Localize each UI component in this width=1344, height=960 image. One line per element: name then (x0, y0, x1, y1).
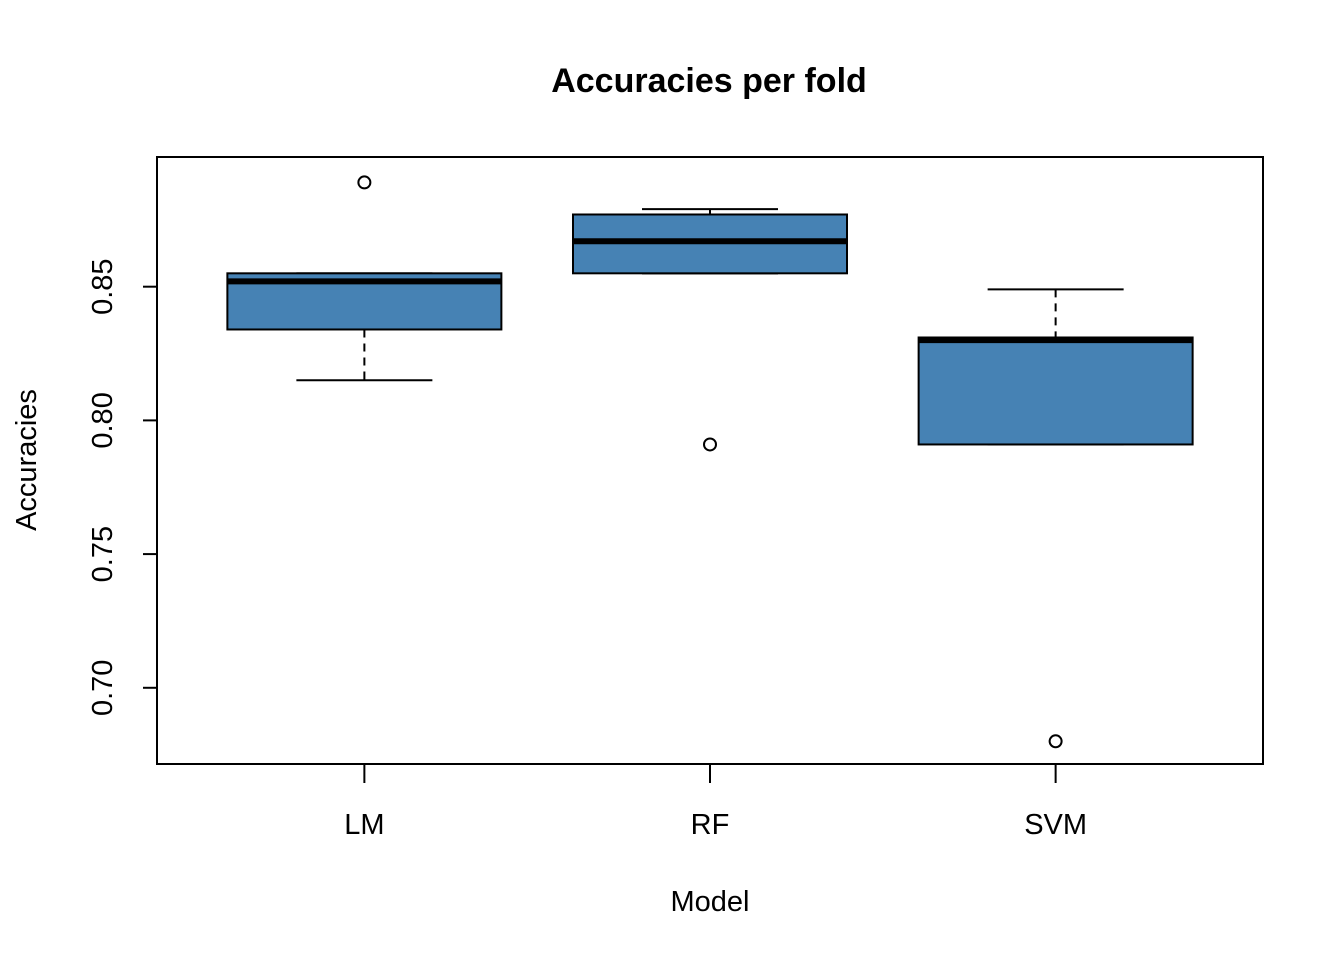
y-axis: 0.70 0.75 0.80 0.85 (87, 258, 157, 716)
x-tick-label: LM (344, 809, 384, 841)
box-svm (917, 288, 1194, 749)
boxes-group (226, 175, 1194, 749)
y-axis-label: Accuracies (11, 389, 43, 531)
box-lm (226, 175, 503, 382)
x-axis: LM RF SVM (344, 764, 1087, 841)
x-axis-label: Model (671, 886, 750, 918)
x-tick-label: RF (691, 809, 730, 841)
iqr-box (917, 336, 1194, 446)
y-tick-label: 0.75 (87, 526, 119, 582)
outlier-point (703, 437, 717, 452)
y-tick-label: 0.80 (87, 392, 119, 448)
outlier-point (1048, 734, 1063, 749)
outlier-point (357, 175, 372, 190)
y-tick-label: 0.85 (87, 258, 119, 314)
box-rf (572, 208, 848, 452)
x-tick-label: SVM (1024, 809, 1087, 841)
chart-title: Accuracies per fold (551, 62, 867, 100)
y-tick-label: 0.70 (87, 660, 119, 716)
